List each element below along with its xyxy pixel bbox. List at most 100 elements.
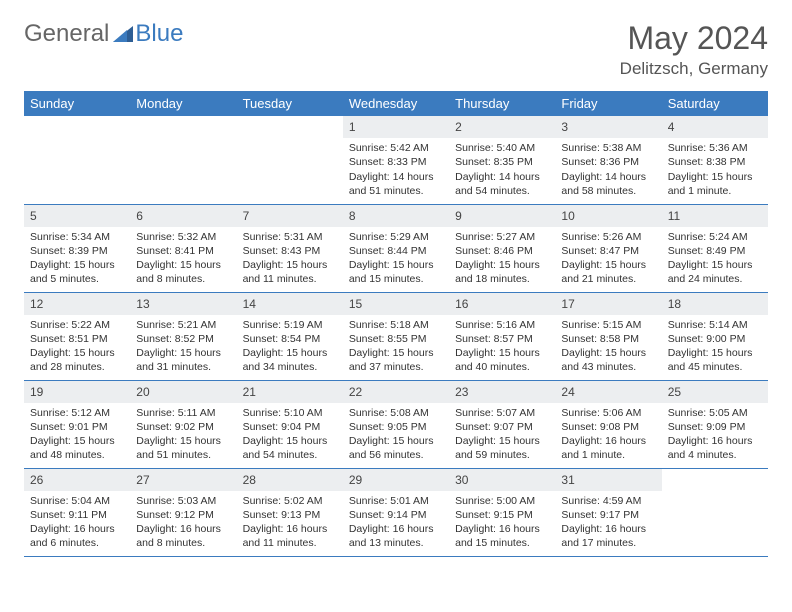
daylight-text: Daylight: 16 hours and 11 minutes.: [243, 522, 337, 550]
calendar-cell: 5Sunrise: 5:34 AMSunset: 8:39 PMDaylight…: [24, 204, 130, 292]
calendar-cell: [662, 468, 768, 556]
day-body: Sunrise: 5:16 AMSunset: 8:57 PMDaylight:…: [449, 315, 555, 379]
sunset-text: Sunset: 9:01 PM: [30, 420, 124, 434]
sunrise-text: Sunrise: 5:07 AM: [455, 406, 549, 420]
day-number: [662, 469, 768, 491]
day-body: Sunrise: 5:40 AMSunset: 8:35 PMDaylight:…: [449, 138, 555, 202]
day-number: 16: [449, 293, 555, 315]
day-number: 18: [662, 293, 768, 315]
day-number: [24, 116, 130, 138]
calendar-cell: 29Sunrise: 5:01 AMSunset: 9:14 PMDayligh…: [343, 468, 449, 556]
sunrise-text: Sunrise: 5:16 AM: [455, 318, 549, 332]
day-number: 9: [449, 205, 555, 227]
day-number: [237, 116, 343, 138]
day-body: Sunrise: 5:36 AMSunset: 8:38 PMDaylight:…: [662, 138, 768, 202]
sunrise-text: Sunrise: 5:32 AM: [136, 230, 230, 244]
calendar-cell: 31Sunrise: 4:59 AMSunset: 9:17 PMDayligh…: [555, 468, 661, 556]
calendar-cell: 19Sunrise: 5:12 AMSunset: 9:01 PMDayligh…: [24, 380, 130, 468]
sunset-text: Sunset: 8:55 PM: [349, 332, 443, 346]
daylight-text: Daylight: 16 hours and 15 minutes.: [455, 522, 549, 550]
calendar-table: SundayMondayTuesdayWednesdayThursdayFrid…: [24, 91, 768, 557]
sunset-text: Sunset: 9:12 PM: [136, 508, 230, 522]
calendar-cell: 26Sunrise: 5:04 AMSunset: 9:11 PMDayligh…: [24, 468, 130, 556]
page-title: May 2024: [620, 20, 768, 57]
calendar-cell: 17Sunrise: 5:15 AMSunset: 8:58 PMDayligh…: [555, 292, 661, 380]
day-number: 13: [130, 293, 236, 315]
sunset-text: Sunset: 8:33 PM: [349, 155, 443, 169]
day-body: Sunrise: 4:59 AMSunset: 9:17 PMDaylight:…: [555, 491, 661, 555]
day-body: Sunrise: 5:26 AMSunset: 8:47 PMDaylight:…: [555, 227, 661, 291]
day-body: Sunrise: 5:02 AMSunset: 9:13 PMDaylight:…: [237, 491, 343, 555]
sunrise-text: Sunrise: 5:08 AM: [349, 406, 443, 420]
day-body: Sunrise: 5:05 AMSunset: 9:09 PMDaylight:…: [662, 403, 768, 467]
daylight-text: Daylight: 15 hours and 5 minutes.: [30, 258, 124, 286]
day-number: 10: [555, 205, 661, 227]
day-body: Sunrise: 5:19 AMSunset: 8:54 PMDaylight:…: [237, 315, 343, 379]
daylight-text: Daylight: 15 hours and 18 minutes.: [455, 258, 549, 286]
day-body: Sunrise: 5:07 AMSunset: 9:07 PMDaylight:…: [449, 403, 555, 467]
daylight-text: Daylight: 16 hours and 8 minutes.: [136, 522, 230, 550]
sunset-text: Sunset: 9:15 PM: [455, 508, 549, 522]
sunset-text: Sunset: 8:35 PM: [455, 155, 549, 169]
logo-text-blue: Blue: [135, 20, 183, 48]
day-number: 1: [343, 116, 449, 138]
day-number: 3: [555, 116, 661, 138]
day-body: Sunrise: 5:22 AMSunset: 8:51 PMDaylight:…: [24, 315, 130, 379]
weekday-header: Thursday: [449, 91, 555, 116]
day-body: Sunrise: 5:03 AMSunset: 9:12 PMDaylight:…: [130, 491, 236, 555]
sunrise-text: Sunrise: 5:40 AM: [455, 141, 549, 155]
calendar-body: 1Sunrise: 5:42 AMSunset: 8:33 PMDaylight…: [24, 116, 768, 556]
sunset-text: Sunset: 8:54 PM: [243, 332, 337, 346]
daylight-text: Daylight: 15 hours and 24 minutes.: [668, 258, 762, 286]
sunrise-text: Sunrise: 5:04 AM: [30, 494, 124, 508]
day-number: 14: [237, 293, 343, 315]
sunset-text: Sunset: 9:09 PM: [668, 420, 762, 434]
weekday-header: Tuesday: [237, 91, 343, 116]
calendar-cell: 6Sunrise: 5:32 AMSunset: 8:41 PMDaylight…: [130, 204, 236, 292]
logo-text-general: General: [24, 20, 109, 48]
day-body: Sunrise: 5:31 AMSunset: 8:43 PMDaylight:…: [237, 227, 343, 291]
calendar-cell: 20Sunrise: 5:11 AMSunset: 9:02 PMDayligh…: [130, 380, 236, 468]
daylight-text: Daylight: 15 hours and 21 minutes.: [561, 258, 655, 286]
day-number: 24: [555, 381, 661, 403]
logo: General Blue: [24, 20, 183, 48]
day-number: 20: [130, 381, 236, 403]
day-body: Sunrise: 5:27 AMSunset: 8:46 PMDaylight:…: [449, 227, 555, 291]
day-body: Sunrise: 5:04 AMSunset: 9:11 PMDaylight:…: [24, 491, 130, 555]
day-number: 7: [237, 205, 343, 227]
day-body: Sunrise: 5:01 AMSunset: 9:14 PMDaylight:…: [343, 491, 449, 555]
daylight-text: Daylight: 15 hours and 11 minutes.: [243, 258, 337, 286]
daylight-text: Daylight: 14 hours and 58 minutes.: [561, 170, 655, 198]
calendar-cell: 30Sunrise: 5:00 AMSunset: 9:15 PMDayligh…: [449, 468, 555, 556]
calendar-cell: 8Sunrise: 5:29 AMSunset: 8:44 PMDaylight…: [343, 204, 449, 292]
sunset-text: Sunset: 9:02 PM: [136, 420, 230, 434]
calendar-cell: 1Sunrise: 5:42 AMSunset: 8:33 PMDaylight…: [343, 116, 449, 204]
sunset-text: Sunset: 8:51 PM: [30, 332, 124, 346]
sunrise-text: Sunrise: 5:18 AM: [349, 318, 443, 332]
calendar-cell: 3Sunrise: 5:38 AMSunset: 8:36 PMDaylight…: [555, 116, 661, 204]
day-number: 22: [343, 381, 449, 403]
sunset-text: Sunset: 8:52 PM: [136, 332, 230, 346]
day-body: Sunrise: 5:42 AMSunset: 8:33 PMDaylight:…: [343, 138, 449, 202]
sunrise-text: Sunrise: 5:36 AM: [668, 141, 762, 155]
sunset-text: Sunset: 9:05 PM: [349, 420, 443, 434]
daylight-text: Daylight: 15 hours and 59 minutes.: [455, 434, 549, 462]
calendar-cell: 23Sunrise: 5:07 AMSunset: 9:07 PMDayligh…: [449, 380, 555, 468]
day-body: Sunrise: 5:34 AMSunset: 8:39 PMDaylight:…: [24, 227, 130, 291]
day-body: Sunrise: 5:29 AMSunset: 8:44 PMDaylight:…: [343, 227, 449, 291]
day-body: Sunrise: 5:10 AMSunset: 9:04 PMDaylight:…: [237, 403, 343, 467]
daylight-text: Daylight: 15 hours and 51 minutes.: [136, 434, 230, 462]
calendar-cell: [24, 116, 130, 204]
daylight-text: Daylight: 15 hours and 45 minutes.: [668, 346, 762, 374]
day-number: 4: [662, 116, 768, 138]
daylight-text: Daylight: 16 hours and 17 minutes.: [561, 522, 655, 550]
calendar-cell: 4Sunrise: 5:36 AMSunset: 8:38 PMDaylight…: [662, 116, 768, 204]
sunrise-text: Sunrise: 5:05 AM: [668, 406, 762, 420]
daylight-text: Daylight: 14 hours and 54 minutes.: [455, 170, 549, 198]
sunset-text: Sunset: 9:04 PM: [243, 420, 337, 434]
sunrise-text: Sunrise: 5:19 AM: [243, 318, 337, 332]
calendar-cell: 10Sunrise: 5:26 AMSunset: 8:47 PMDayligh…: [555, 204, 661, 292]
sunset-text: Sunset: 9:17 PM: [561, 508, 655, 522]
sunrise-text: Sunrise: 4:59 AM: [561, 494, 655, 508]
sunrise-text: Sunrise: 5:27 AM: [455, 230, 549, 244]
